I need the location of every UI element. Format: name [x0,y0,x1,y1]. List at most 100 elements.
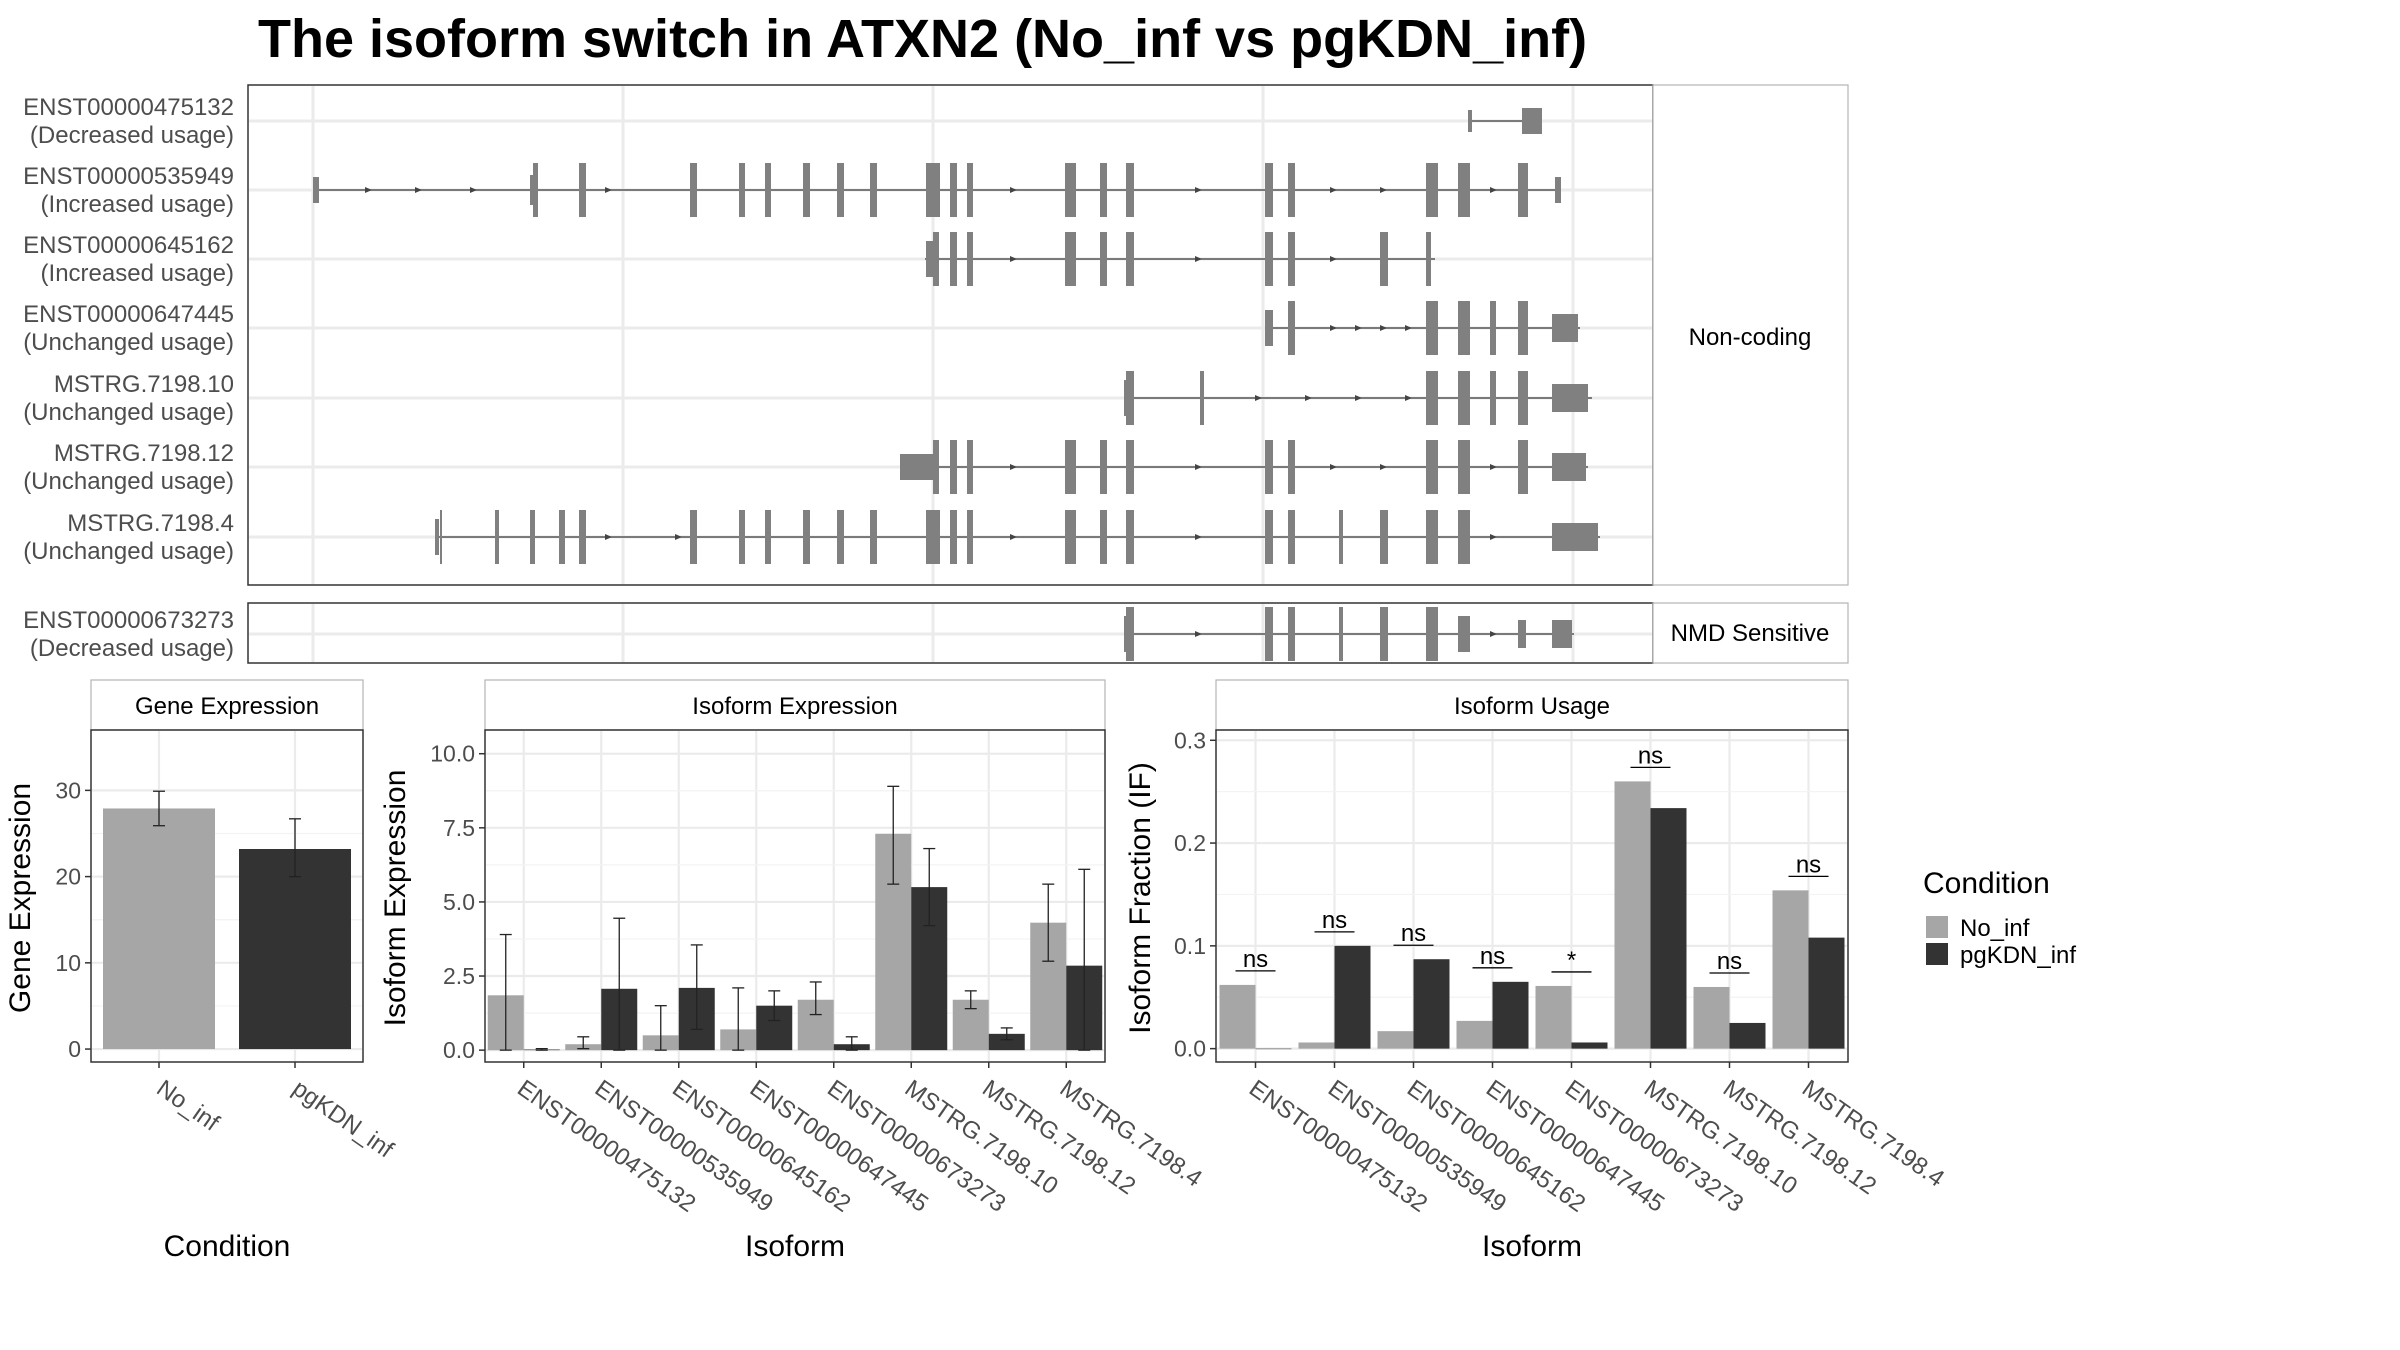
exon-block [1100,440,1107,494]
exon-block [1065,440,1076,494]
transcript-usage-label: (Decreased usage) [30,122,234,149]
exon-block [1426,232,1431,286]
direction-arrow [1255,395,1262,401]
exon-block [1126,510,1134,564]
bar [1377,1031,1414,1049]
y-tick-label: 0.3 [1174,727,1206,753]
exon-block [1065,163,1076,217]
gene-expression-x-ticks: No_inf pgKDN_inf [152,1062,399,1164]
direction-arrow [365,187,372,193]
significance-label: ns [1322,907,1347,934]
exon-block [926,163,940,217]
y-tick-label: 0.1 [1174,933,1206,959]
y-tick-label: 20 [55,864,81,890]
exon-block [1380,232,1388,286]
bar [1650,808,1687,1049]
isoform-usage-x-axis-label: Isoform [1482,1230,1582,1263]
legend-key-pgkdn-inf [1926,943,1948,965]
exon-block [1100,510,1107,564]
exon-block [559,510,565,564]
exon-block [933,440,939,494]
exon-block [1490,301,1496,355]
direction-arrow [1195,534,1202,540]
direction-arrow [1490,464,1497,470]
exon-block [1126,440,1134,494]
exon-block [1126,163,1134,217]
isoform-expression-strip-title: Isoform Expression [692,693,897,720]
exon-block [1339,607,1343,661]
direction-arrow [1195,631,1202,637]
transcript-usage-label: (Decreased usage) [30,635,234,662]
exon-block [1265,510,1273,564]
gene-expression-x-axis-label: Condition [164,1230,291,1263]
exon-block [739,510,745,564]
isoform-usage-y-ticks: 0.0 0.1 0.2 0.3 [1174,727,1216,1062]
exon-block [1458,510,1470,564]
bar [103,808,215,1050]
exon-block [1518,163,1528,217]
exon-block [1265,163,1273,217]
direction-arrow [1355,325,1362,331]
transcript-track [925,232,1435,286]
transcript-labels: ENST00000475132(Decreased usage)ENST0000… [23,94,234,662]
exon-block [1288,232,1295,286]
legend-label-no-inf: No_inf [1960,915,2030,942]
isoform-usage-x-ticks: ENST00000475132ENST00000535949ENST000006… [1244,1062,1949,1218]
bar [1693,986,1730,1049]
exon-block [933,232,939,286]
bar [988,1033,1025,1051]
exon-block [1552,620,1572,648]
isoform-expression-strip [484,679,1106,731]
direction-arrow [1380,325,1387,331]
exon-block [1265,232,1273,286]
isoform-usage-grid [1217,731,1847,1061]
legend-title: Condition [1923,867,2050,900]
exon-block [1288,163,1295,217]
exon-block [1426,607,1438,661]
exon-block [837,510,844,564]
significance-label: ns [1243,946,1268,973]
direction-arrow [1010,464,1017,470]
exon-block [1468,110,1472,132]
transcript-track [1124,607,1574,661]
isoform-expression-y-axis-label: Isoform Expression [379,770,412,1027]
noncoding-strip [1652,84,1849,586]
exon-block [440,510,442,564]
exon-block [967,440,973,494]
y-tick-label: 10 [55,950,81,976]
bar [1808,937,1845,1049]
exon-block [533,163,538,217]
isoform-usage-significance: ns ns ns ns * ns ns ns [1235,742,1829,975]
bar [1456,1020,1493,1049]
isoform-expression-x-ticks: ENST00000475132ENST00000535949ENST000006… [512,1062,1207,1218]
exon-block [1518,371,1528,425]
exon-block [1339,510,1343,564]
direction-arrow [1490,187,1497,193]
isoform-expression-x-axis-label: Isoform [745,1230,845,1263]
bar [1772,890,1809,1049]
exon-block [690,163,697,217]
exon-block [967,163,973,217]
transcript-id-label: ENST00000647445 [23,301,234,328]
direction-arrow [1405,395,1412,401]
bar [239,849,351,1050]
direction-arrow [1405,325,1412,331]
transcript-rows [313,108,1600,661]
bar [1334,945,1371,1049]
bar [1219,984,1256,1049]
isoform-expression-bars [487,785,1103,1051]
direction-arrow [1490,534,1497,540]
direction-arrow [1010,256,1017,262]
isoform-expression-y-ticks: 0.0 2.5 5.0 7.5 10.0 [430,741,485,1063]
gene-expression-strip-title: Gene Expression [135,693,319,720]
significance-label: ns [1480,943,1505,970]
direction-arrow [1010,187,1017,193]
transcript-track [1265,301,1580,355]
x-tick-label: pgKDN_inf [288,1075,399,1164]
exon-block [1518,440,1528,494]
exon-block [926,241,933,277]
exon-block [1380,510,1388,564]
y-tick-label: 30 [55,777,81,803]
direction-arrow [1330,256,1337,262]
